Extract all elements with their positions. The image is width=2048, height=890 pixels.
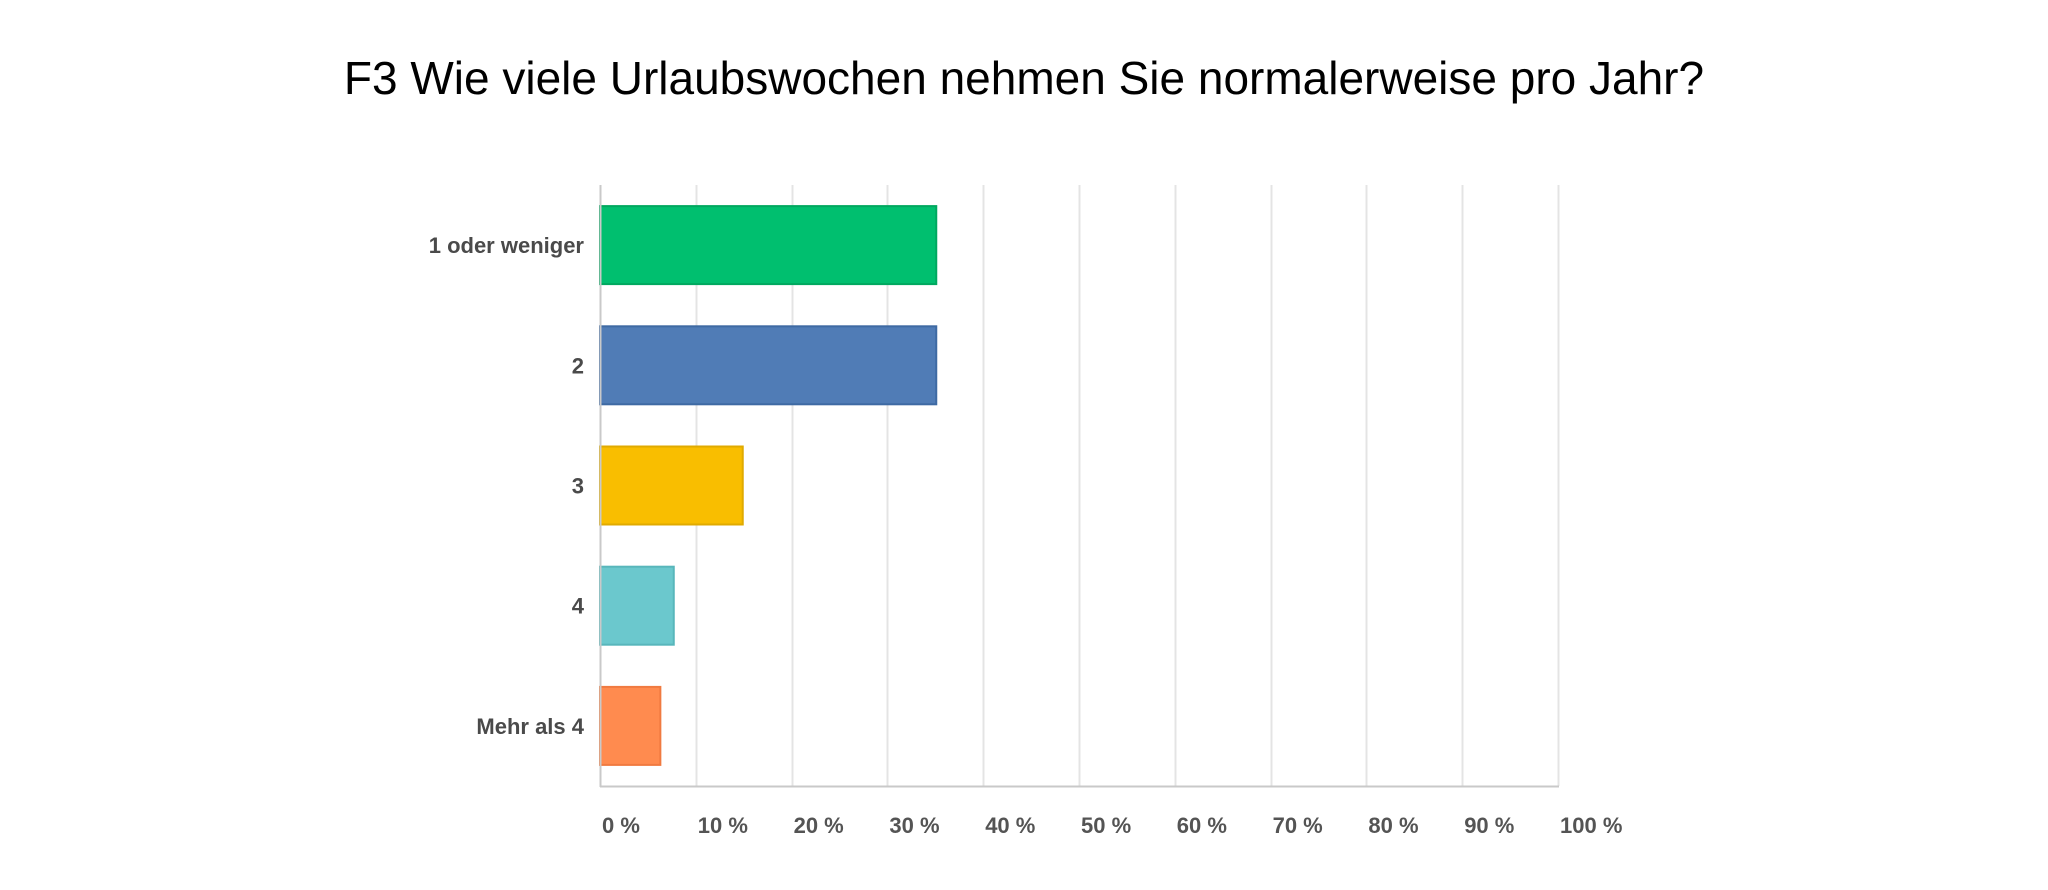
x-tick-label: 10 % — [698, 813, 748, 838]
x-tick-label: 70 % — [1273, 813, 1323, 838]
x-tick-label: 80 % — [1368, 813, 1418, 838]
x-tick-label: 30 % — [889, 813, 939, 838]
category-label: 3 — [572, 474, 584, 499]
bar — [599, 685, 662, 766]
category-label: Mehr als 4 — [476, 714, 584, 739]
category-label: 1 oder weniger — [429, 233, 585, 258]
x-tick-label: 40 % — [985, 813, 1035, 838]
gridlines — [695, 185, 1560, 786]
x-tick-label: 0 % — [602, 813, 640, 838]
bars — [599, 205, 938, 766]
x-tick-label: 90 % — [1464, 813, 1514, 838]
x-tick-label: 50 % — [1081, 813, 1131, 838]
bar — [599, 205, 938, 286]
x-tick-label: 20 % — [794, 813, 844, 838]
category-labels: 1 oder weniger 2 3 4 Mehr als 4 — [429, 233, 585, 739]
category-label: 2 — [572, 353, 584, 378]
x-tick-labels: 0 % 10 % 20 % 30 % 40 % 50 % 60 % 70 % 80 % 90 % 1… — [602, 813, 1622, 838]
bar — [599, 325, 938, 406]
bar — [599, 445, 744, 526]
x-tick-label: 100 % — [1560, 813, 1622, 838]
chart-title: F3 Wie viele Urlaubswochen nehmen Sie no… — [343, 52, 1705, 104]
axes — [599, 185, 1559, 788]
category-label: 4 — [572, 594, 585, 619]
bar — [599, 565, 675, 646]
x-tick-label: 60 % — [1177, 813, 1227, 838]
